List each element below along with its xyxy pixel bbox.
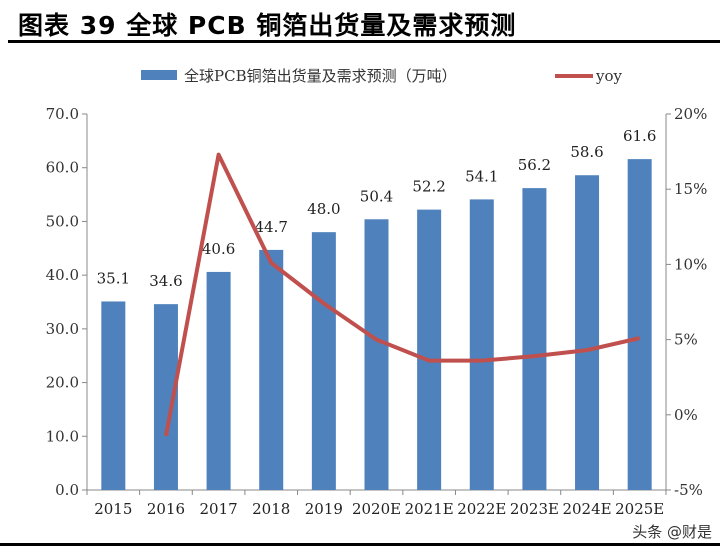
watermark: 头条 @财是 — [632, 523, 712, 541]
bar-data-label: 48.0 — [307, 200, 340, 218]
right-tick-label: 20% — [674, 105, 707, 123]
x-tick-label: 2017 — [199, 500, 237, 518]
left-tick-label: 20.0 — [46, 374, 79, 392]
right-tick-label: 0% — [674, 406, 698, 424]
bar-data-label: 52.2 — [412, 178, 445, 196]
bar-data-label: 40.6 — [202, 240, 235, 258]
bar-data-label: 50.4 — [360, 187, 393, 205]
bar — [575, 175, 600, 490]
bar-data-label: 44.7 — [255, 218, 288, 236]
right-tick-label: 15% — [674, 180, 707, 198]
bar — [311, 232, 336, 490]
x-tick-label: 2021E — [405, 500, 454, 518]
right-tick-label: -5% — [674, 481, 703, 499]
legend-label-line: yoy — [595, 67, 623, 85]
x-tick-label: 2025E — [615, 500, 664, 518]
bar — [206, 271, 231, 490]
bar — [259, 249, 284, 490]
x-tick-label: 2019 — [305, 500, 343, 518]
title-rule — [8, 40, 720, 43]
x-tick-label: 2023E — [510, 500, 559, 518]
right-tick-label: 10% — [674, 255, 707, 273]
chart-title: 图表 39 全球 PCB 铜箔出货量及需求预测 — [18, 11, 517, 40]
x-tick-label: 2016 — [147, 500, 185, 518]
left-tick-label: 70.0 — [46, 105, 79, 123]
x-tick-label: 2015 — [94, 500, 132, 518]
left-tick-label: 10.0 — [46, 427, 79, 445]
yoy-line — [163, 152, 641, 437]
bar-data-label: 54.1 — [465, 167, 498, 185]
bar — [522, 188, 547, 490]
bar — [417, 209, 442, 490]
left-tick-label: 60.0 — [46, 159, 79, 177]
bar — [364, 219, 389, 490]
bar-data-label: 34.6 — [149, 272, 182, 290]
x-tick-label: 2020E — [352, 500, 401, 518]
left-tick-label: 30.0 — [46, 320, 79, 338]
left-tick-label: 0.0 — [55, 481, 79, 499]
bar-data-label: 56.2 — [518, 156, 551, 174]
bar-data-label: 58.6 — [570, 143, 603, 161]
left-tick-label: 50.0 — [46, 212, 79, 230]
bar-data-label: 61.6 — [623, 127, 656, 145]
right-tick-label: 5% — [674, 331, 698, 349]
bar — [101, 301, 126, 490]
bar-data-label: 35.1 — [97, 269, 130, 287]
x-tick-label: 2024E — [562, 500, 611, 518]
legend-swatch-bar — [141, 70, 177, 80]
left-tick-label: 40.0 — [46, 266, 79, 284]
bottom-rule — [0, 543, 720, 546]
legend-label-bar: 全球PCB铜箔出货量及需求预测（万吨） — [184, 67, 457, 85]
x-tick-label: 2018 — [252, 500, 290, 518]
bar — [627, 159, 652, 490]
x-tick-label: 2022E — [457, 500, 506, 518]
bar — [469, 199, 494, 491]
